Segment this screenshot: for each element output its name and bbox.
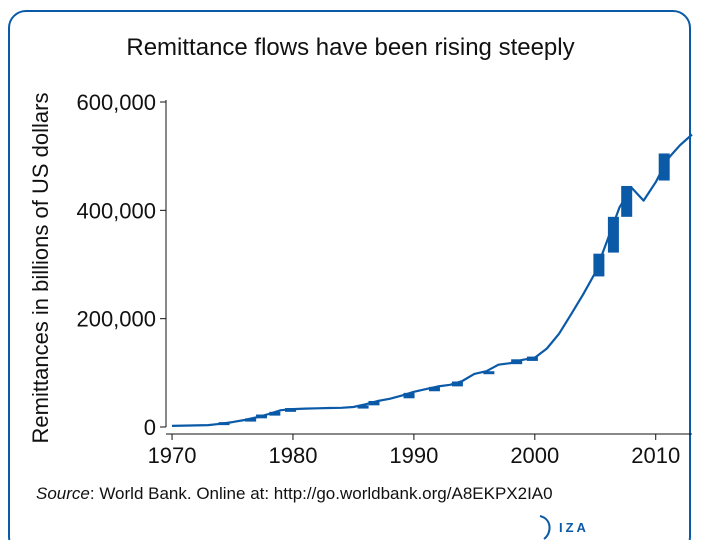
series-lines — [171, 133, 693, 427]
data-block — [607, 216, 619, 253]
x-tick-label: 1980 — [268, 443, 317, 468]
source-label: Source — [36, 484, 90, 503]
x-tick-label: 2010 — [631, 443, 680, 468]
x-tick-label: 1970 — [148, 443, 197, 468]
data-block — [621, 185, 633, 217]
y-tick-label: 0 — [144, 415, 156, 440]
data-block — [357, 405, 369, 409]
y-tick-label: 200,000 — [76, 307, 156, 332]
figure-frame — [8, 10, 691, 540]
iza-logo: IZA — [538, 513, 618, 540]
x-tick-label: 1990 — [389, 443, 438, 468]
source-text: : World Bank. Online at: http://go.world… — [89, 484, 553, 503]
data-blocks — [218, 153, 670, 426]
axes: 0 200,000 400,000 600,000 1970 1980 1990 2000 20… — [76, 90, 692, 468]
y-axis-title: Remittances in billions of US dollars — [28, 93, 53, 444]
data-block — [245, 418, 257, 422]
source-note: Source: World Bank. Online at: http://go… — [36, 484, 553, 504]
chart-title: Remittance flows have been rising steepl… — [126, 34, 575, 61]
y-tick-label: 600,000 — [76, 90, 156, 115]
data-block — [403, 392, 415, 399]
data-block — [368, 401, 380, 406]
data-block — [269, 411, 281, 416]
logo-text: IZA — [559, 520, 589, 535]
data-block — [483, 371, 495, 375]
series-line — [171, 133, 693, 427]
data-block — [451, 381, 463, 387]
y-tick-label: 400,000 — [76, 198, 156, 223]
x-tick-label: 2000 — [510, 443, 559, 468]
iza-logo-icon — [539, 515, 551, 540]
data-block — [428, 386, 440, 392]
